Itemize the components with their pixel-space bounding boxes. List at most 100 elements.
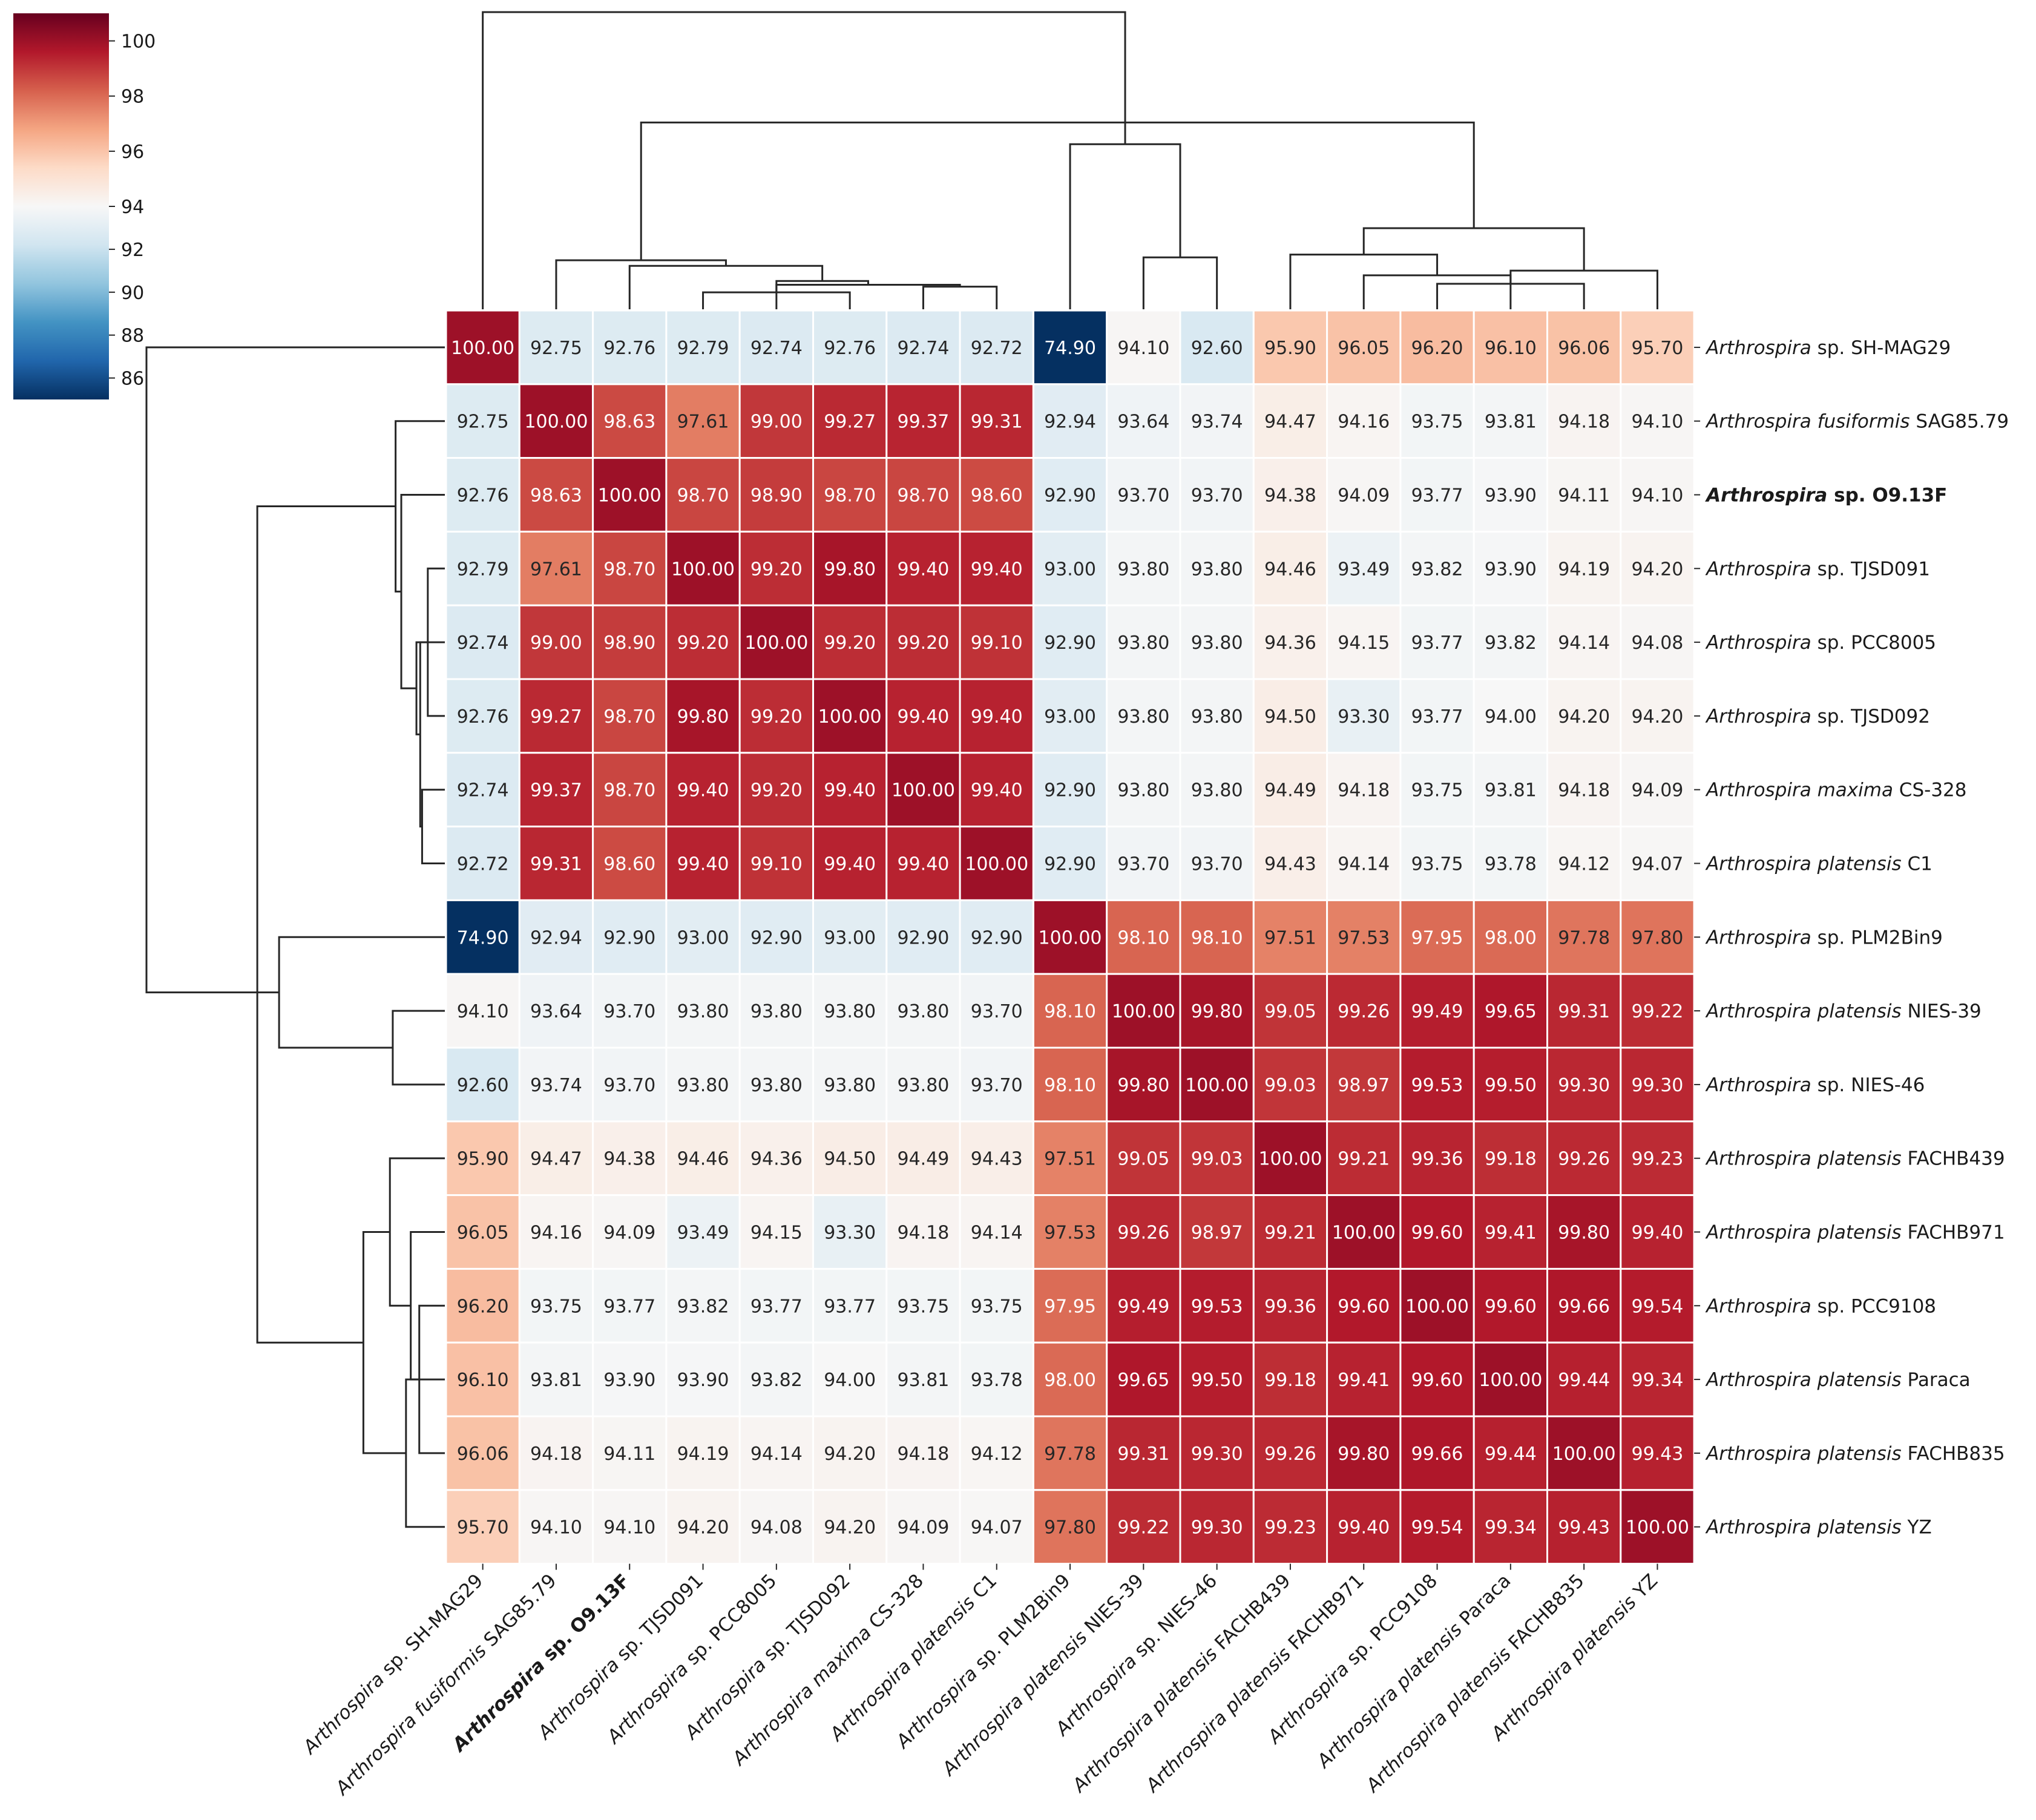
heatmap-cell bbox=[812, 604, 888, 680]
cell-value-label: 94.19 bbox=[677, 1444, 729, 1465]
heatmap-cell bbox=[1252, 1120, 1328, 1197]
cell-value-label: 99.20 bbox=[750, 559, 803, 580]
cell-value-label: 93.80 bbox=[750, 1075, 803, 1096]
row-label: Arthrospira sp. PCC8005 bbox=[1705, 632, 1936, 654]
cell-value-label: 94.20 bbox=[677, 1517, 729, 1539]
heatmap-cell bbox=[1106, 309, 1181, 386]
heatmap-cell bbox=[1546, 899, 1622, 975]
cell-value-label: 93.80 bbox=[1191, 559, 1243, 580]
cell-value-label: 100.00 bbox=[1552, 1444, 1616, 1465]
cell-value-label: 99.10 bbox=[971, 632, 1023, 654]
cell-value-label: 93.74 bbox=[1191, 412, 1243, 433]
heatmap-cell bbox=[1179, 1267, 1255, 1344]
cell-value-label: 93.90 bbox=[1485, 559, 1537, 580]
cell-value-label: 94.10 bbox=[1632, 412, 1684, 433]
cell-value-label: 93.70 bbox=[1191, 854, 1243, 875]
cell-value-label: 93.90 bbox=[677, 1370, 729, 1391]
cell-value-label: 99.40 bbox=[1632, 1223, 1684, 1244]
heatmap-cell bbox=[1252, 1489, 1328, 1565]
colorbar: 86 88 90 92 94 96 98 100 bbox=[13, 13, 156, 399]
cell-value-label: 98.63 bbox=[530, 485, 582, 507]
cell-value-label: 97.53 bbox=[1044, 1223, 1096, 1244]
heatmap-cell bbox=[445, 752, 520, 828]
row-label: Arthrospira sp. NIES-46 bbox=[1705, 1074, 1925, 1096]
colorbar-gradient bbox=[13, 13, 109, 399]
heatmap-cell bbox=[1032, 1341, 1108, 1418]
heatmap-cell bbox=[959, 1194, 1034, 1270]
cell-value-label: 99.31 bbox=[530, 854, 582, 875]
heatmap-cell bbox=[1179, 899, 1255, 975]
heatmap-cell bbox=[1399, 752, 1475, 828]
heatmap-cell bbox=[738, 1415, 814, 1491]
heatmap-cell bbox=[1106, 1341, 1181, 1418]
cell-value-label: 93.70 bbox=[1117, 485, 1169, 507]
cell-value-label: 95.70 bbox=[457, 1517, 509, 1539]
heatmap-cell bbox=[1473, 530, 1548, 606]
row-label: Arthrospira sp. TJSD092 bbox=[1705, 706, 1930, 728]
cell-value-label: 98.60 bbox=[603, 854, 655, 875]
cell-value-label: 94.47 bbox=[1264, 412, 1316, 433]
heatmap-cell bbox=[812, 1046, 888, 1123]
cell-value-label: 99.34 bbox=[1632, 1370, 1684, 1391]
heatmap-cell bbox=[445, 383, 520, 459]
cell-value-label: 98.00 bbox=[1044, 1370, 1096, 1391]
cell-value-label: 93.00 bbox=[1044, 706, 1096, 728]
cell-value-label: 94.09 bbox=[603, 1223, 655, 1244]
cell-value-label: 92.90 bbox=[750, 927, 803, 948]
cell-value-label: 98.10 bbox=[1117, 927, 1169, 948]
cell-value-label: 99.40 bbox=[824, 854, 876, 875]
heatmap-cell bbox=[518, 899, 594, 975]
dendrogram-branch bbox=[1289, 254, 1439, 309]
heatmap-cell bbox=[812, 530, 888, 606]
cell-value-label: 100.00 bbox=[1405, 1296, 1469, 1317]
cell-value-label: 99.50 bbox=[1191, 1370, 1243, 1391]
cell-value-label: 93.49 bbox=[677, 1223, 729, 1244]
cell-value-label: 99.80 bbox=[1338, 1444, 1390, 1465]
cell-value-label: 99.41 bbox=[1485, 1223, 1537, 1244]
cell-value-label: 97.51 bbox=[1044, 1149, 1096, 1170]
cell-value-label: 98.97 bbox=[1338, 1075, 1390, 1096]
dendrogram-branch bbox=[922, 286, 998, 309]
cell-value-label: 93.80 bbox=[1117, 632, 1169, 654]
dendrogram-branch bbox=[395, 420, 445, 593]
heatmap-cell bbox=[885, 1194, 961, 1270]
cell-value-label: 95.70 bbox=[1632, 338, 1684, 359]
heatmap-cell bbox=[1032, 383, 1108, 459]
cell-value-label: 94.16 bbox=[1338, 412, 1390, 433]
cell-value-label: 94.14 bbox=[750, 1444, 803, 1465]
cell-value-label: 93.90 bbox=[1485, 485, 1537, 507]
cell-value-label: 93.80 bbox=[824, 1001, 876, 1022]
cell-value-label: 92.75 bbox=[530, 338, 582, 359]
cell-value-label: 94.20 bbox=[824, 1517, 876, 1539]
cell-value-label: 99.31 bbox=[1117, 1444, 1169, 1465]
cell-value-label: 99.53 bbox=[1191, 1296, 1243, 1317]
cell-value-label: 100.00 bbox=[1626, 1517, 1689, 1539]
heatmap-cell bbox=[1620, 1120, 1695, 1197]
cell-value-label: 99.54 bbox=[1632, 1296, 1684, 1317]
cell-value-label: 96.20 bbox=[457, 1296, 509, 1317]
heatmap-cell bbox=[518, 1489, 594, 1565]
cell-value-label: 94.00 bbox=[824, 1370, 876, 1391]
dendrogram-branch bbox=[1069, 143, 1181, 309]
heatmap-cell bbox=[1106, 1267, 1181, 1344]
cell-value-label: 100.00 bbox=[818, 706, 882, 728]
heatmap-cell bbox=[1106, 752, 1181, 828]
cell-value-label: 92.74 bbox=[457, 780, 509, 801]
dendrogram-branch bbox=[362, 1231, 406, 1454]
heatmap-cell bbox=[445, 973, 520, 1049]
heatmap-cell bbox=[1620, 530, 1695, 606]
cell-value-label: 93.77 bbox=[1411, 485, 1463, 507]
heatmap-cell bbox=[1252, 604, 1328, 680]
cell-value-label: 99.40 bbox=[971, 559, 1023, 580]
heatmap-cell bbox=[1620, 1194, 1695, 1270]
cell-value-label: 94.10 bbox=[457, 1001, 509, 1022]
heatmap-cell bbox=[518, 678, 594, 754]
heatmap-cell bbox=[1473, 604, 1548, 680]
cell-value-label: 98.70 bbox=[677, 485, 729, 507]
dendrogram-branch bbox=[775, 283, 961, 309]
row-label: Arthrospira platensis YZ bbox=[1705, 1517, 1932, 1539]
cell-value-label: 99.44 bbox=[1558, 1370, 1610, 1391]
cell-value-label: 96.10 bbox=[1485, 338, 1537, 359]
heatmap-cell bbox=[1620, 457, 1695, 533]
heatmap-cell bbox=[518, 1194, 594, 1270]
